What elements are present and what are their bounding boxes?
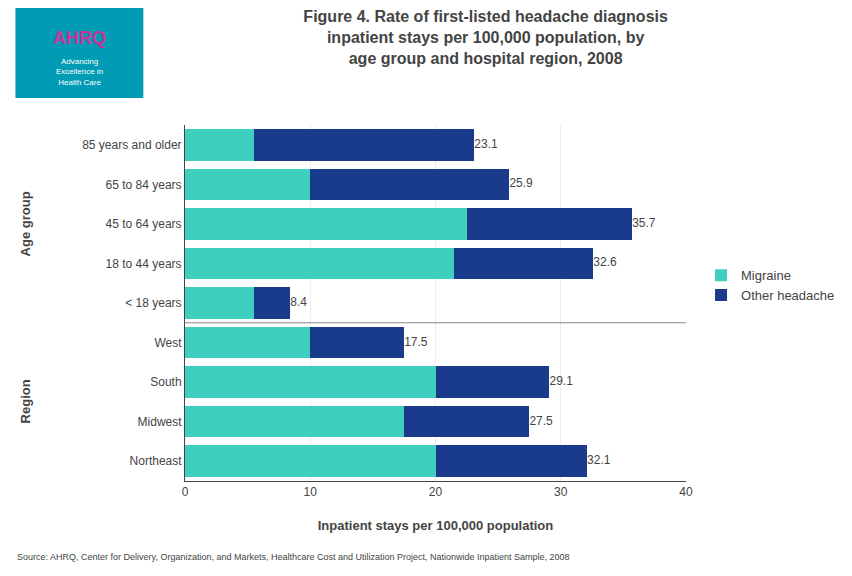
svg-text:Inpatient stays per 100,000 po: Inpatient stays per 100,000 population [318,518,554,533]
svg-text:20: 20 [429,485,443,499]
svg-text:30: 30 [554,485,568,499]
svg-text:Source: AHRQ, Center for Deliv: Source: AHRQ, Center for Delivery, Organ… [17,552,570,562]
svg-text:Figure 4. Rate of first-listed: Figure 4. Rate of first-listed headache … [303,8,668,67]
svg-text:Other headache: Other headache [741,288,834,303]
svg-text:Midwest: Midwest [138,415,183,429]
svg-text:18 to 44 years: 18 to 44 years [106,257,182,271]
svg-text:8.4: 8.4 [290,295,307,309]
svg-text:Migraine: Migraine [741,268,791,283]
svg-text:South: South [150,375,181,389]
svg-text:AdvancingExcellence inHealth C: AdvancingExcellence inHealth Care [56,57,103,87]
svg-text:10: 10 [304,485,318,499]
svg-text:35.7: 35.7 [632,216,656,230]
svg-text:85 years and older: 85 years and older [82,138,181,152]
svg-text:Northeast: Northeast [130,454,183,468]
svg-text:Age group: Age group [18,191,33,256]
svg-text:< 18 years: < 18 years [125,296,181,310]
svg-text:27.5: 27.5 [529,414,553,428]
svg-text:AHRQ: AHRQ [53,28,106,48]
svg-text:0: 0 [182,485,189,499]
svg-text:32.1: 32.1 [587,453,611,467]
svg-text:40: 40 [679,485,693,499]
svg-text:45 to 64 years: 45 to 64 years [106,217,182,231]
svg-text:Region: Region [18,379,33,423]
svg-text:29.1: 29.1 [549,374,573,388]
svg-text:West: West [154,336,182,350]
svg-text:23.1: 23.1 [474,137,498,151]
svg-text:32.6: 32.6 [593,255,617,269]
svg-text:25.9: 25.9 [509,176,533,190]
svg-text:17.5: 17.5 [404,335,428,349]
svg-text:65 to 84 years: 65 to 84 years [106,178,182,192]
